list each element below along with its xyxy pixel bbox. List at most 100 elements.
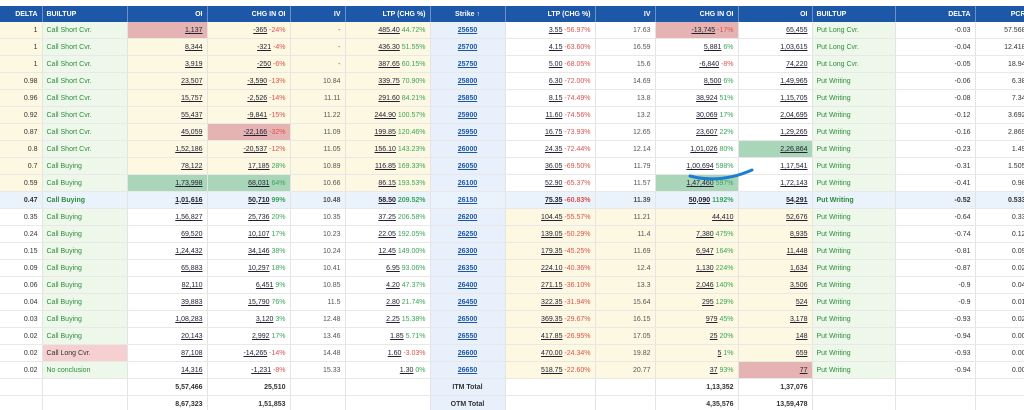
value: 1 — [33, 26, 38, 34]
cell: 271.15 -36.10% — [505, 276, 596, 294]
column-header: LTP (CHG %) — [505, 6, 596, 22]
cell: Put Writing — [812, 72, 896, 90]
value: 17,185 — [248, 162, 270, 170]
change: -31.94% — [564, 298, 591, 306]
strike-row: 0.35 Call Buying 1,56,827 25,736 20% 10.35 37… — [0, 208, 1024, 226]
value: Put Long Cvr. — [816, 26, 859, 34]
value: 11.57 — [633, 179, 651, 187]
cell: 1,72,143 — [738, 174, 813, 192]
cell: 36.05 -69.50% — [505, 157, 596, 175]
change: -22.60% — [564, 366, 591, 374]
value: -250 — [257, 60, 272, 68]
value: 11.21 — [633, 213, 651, 221]
value: 30,069 — [696, 111, 718, 119]
value: 271.15 — [541, 281, 563, 289]
column-header: OI — [738, 6, 813, 22]
value: Put Writing — [816, 349, 851, 357]
value: 659 — [795, 349, 808, 357]
change: 140% — [715, 281, 734, 289]
cell: 470.00 -24.34% — [505, 344, 596, 362]
cell: 26250 — [430, 225, 506, 243]
value: 0.533 — [1007, 196, 1024, 204]
value: Call Buying — [46, 213, 82, 221]
cell: 26350 — [430, 259, 506, 277]
value: Call Buying — [46, 162, 82, 170]
value: Call Buying — [46, 247, 82, 255]
change: 1% — [723, 349, 734, 357]
value: 979 — [705, 315, 718, 323]
value: 18.94 — [1007, 60, 1024, 68]
change: 51.55% — [401, 43, 426, 51]
change: 17% — [719, 111, 734, 119]
value: 116.85 — [375, 162, 396, 170]
value: -0.31 — [954, 162, 971, 170]
cell: 30,069 17% — [655, 106, 739, 124]
total-row: 5,57,466 25,510 ITM Total 1,13,352 1,37,076 — [0, 378, 1024, 396]
cell: 979 45% — [655, 310, 739, 328]
cell — [812, 378, 896, 396]
cell: 1,29,265 — [738, 123, 813, 141]
value: Put Writing — [816, 230, 851, 238]
value: Put Long Cvr. — [816, 60, 859, 68]
value: 12.48 — [322, 315, 341, 323]
value: Put Writing — [816, 264, 851, 272]
cell: 2,04,695 — [738, 106, 813, 124]
cell — [505, 395, 596, 410]
cell: 179.35 -45.25% — [505, 242, 596, 260]
strike: 26300 — [457, 247, 478, 255]
column-header: DELTA — [0, 6, 43, 22]
strike-row: 0.8 Call Short Cvr. 1,52,186 -20,537 -12% 11… — [0, 140, 1024, 158]
value: 524 — [795, 298, 808, 306]
strike-row: 0.15 Call Buying 1,24,432 34,146 38% 10.24 12… — [0, 242, 1024, 260]
cell: Put Writing — [812, 276, 896, 294]
cell: 23,507 — [127, 72, 208, 90]
value: 295 — [701, 298, 714, 306]
strike: 26000 — [457, 145, 478, 153]
cell: -0.12 — [895, 106, 976, 124]
cell: Call Buying — [42, 208, 128, 226]
change: 193.53% — [397, 179, 426, 187]
cell: 16.75 -73.93% — [505, 123, 596, 141]
column-header: PCR — [975, 6, 1024, 22]
value: 87,108 — [181, 349, 203, 357]
total-value: 4,35,576 — [706, 400, 734, 408]
value: 2,046 — [696, 281, 714, 289]
value: 6.30 — [548, 77, 563, 85]
cell: Put Writing — [812, 89, 896, 107]
cell: - — [290, 55, 346, 73]
value: 5 — [717, 349, 722, 357]
change: 20% — [719, 332, 734, 340]
cell: 0.59 — [0, 174, 43, 192]
value: -0.93 — [954, 349, 971, 357]
cell: -0.93 — [895, 344, 976, 362]
value: 55,437 — [181, 111, 203, 119]
cell: Put Writing — [812, 106, 896, 124]
change: 149.00% — [397, 247, 426, 255]
value: 17.63 — [632, 26, 651, 34]
cell: Put Writing — [812, 259, 896, 277]
cell: 12.48 — [290, 310, 346, 328]
cell: -321 -4% — [207, 38, 291, 56]
value: 1,52,186 — [175, 145, 203, 153]
column-header: Strike ↑ — [430, 6, 506, 22]
strike-row: 0.02 Call Buying 20,143 2,992 17% 13.46 1.85 … — [0, 327, 1024, 345]
header-row: DELTA BUILTUP OI CHG IN OI IV LTP (CHG %) Stri… — [0, 6, 1024, 22]
cell — [975, 395, 1024, 410]
value: 104.45 — [541, 213, 563, 221]
value: 369.35 — [541, 315, 563, 323]
cell: 1,130 224% — [655, 259, 739, 277]
cell: 148 — [738, 327, 813, 345]
cell: 2.80 21.74% — [345, 293, 431, 311]
table-body: 1 Call Short Cvr. 1,137 -365 -24% -485.40 44… — [0, 22, 1024, 410]
cell: 12.14 — [595, 140, 656, 158]
cell: 0.02 — [0, 327, 43, 345]
cell: Call Buying — [42, 157, 128, 175]
cell: 25850 — [430, 89, 506, 107]
cell: 1.505 — [975, 157, 1024, 175]
value: 13.3 — [636, 281, 651, 289]
value: 12.45 — [378, 247, 396, 255]
value: 1,01,616 — [175, 196, 203, 204]
strike-row: 1 Call Short Cvr. 1,137 -365 -24% -485.40 44… — [0, 22, 1024, 39]
cell: Put Writing — [812, 191, 896, 209]
